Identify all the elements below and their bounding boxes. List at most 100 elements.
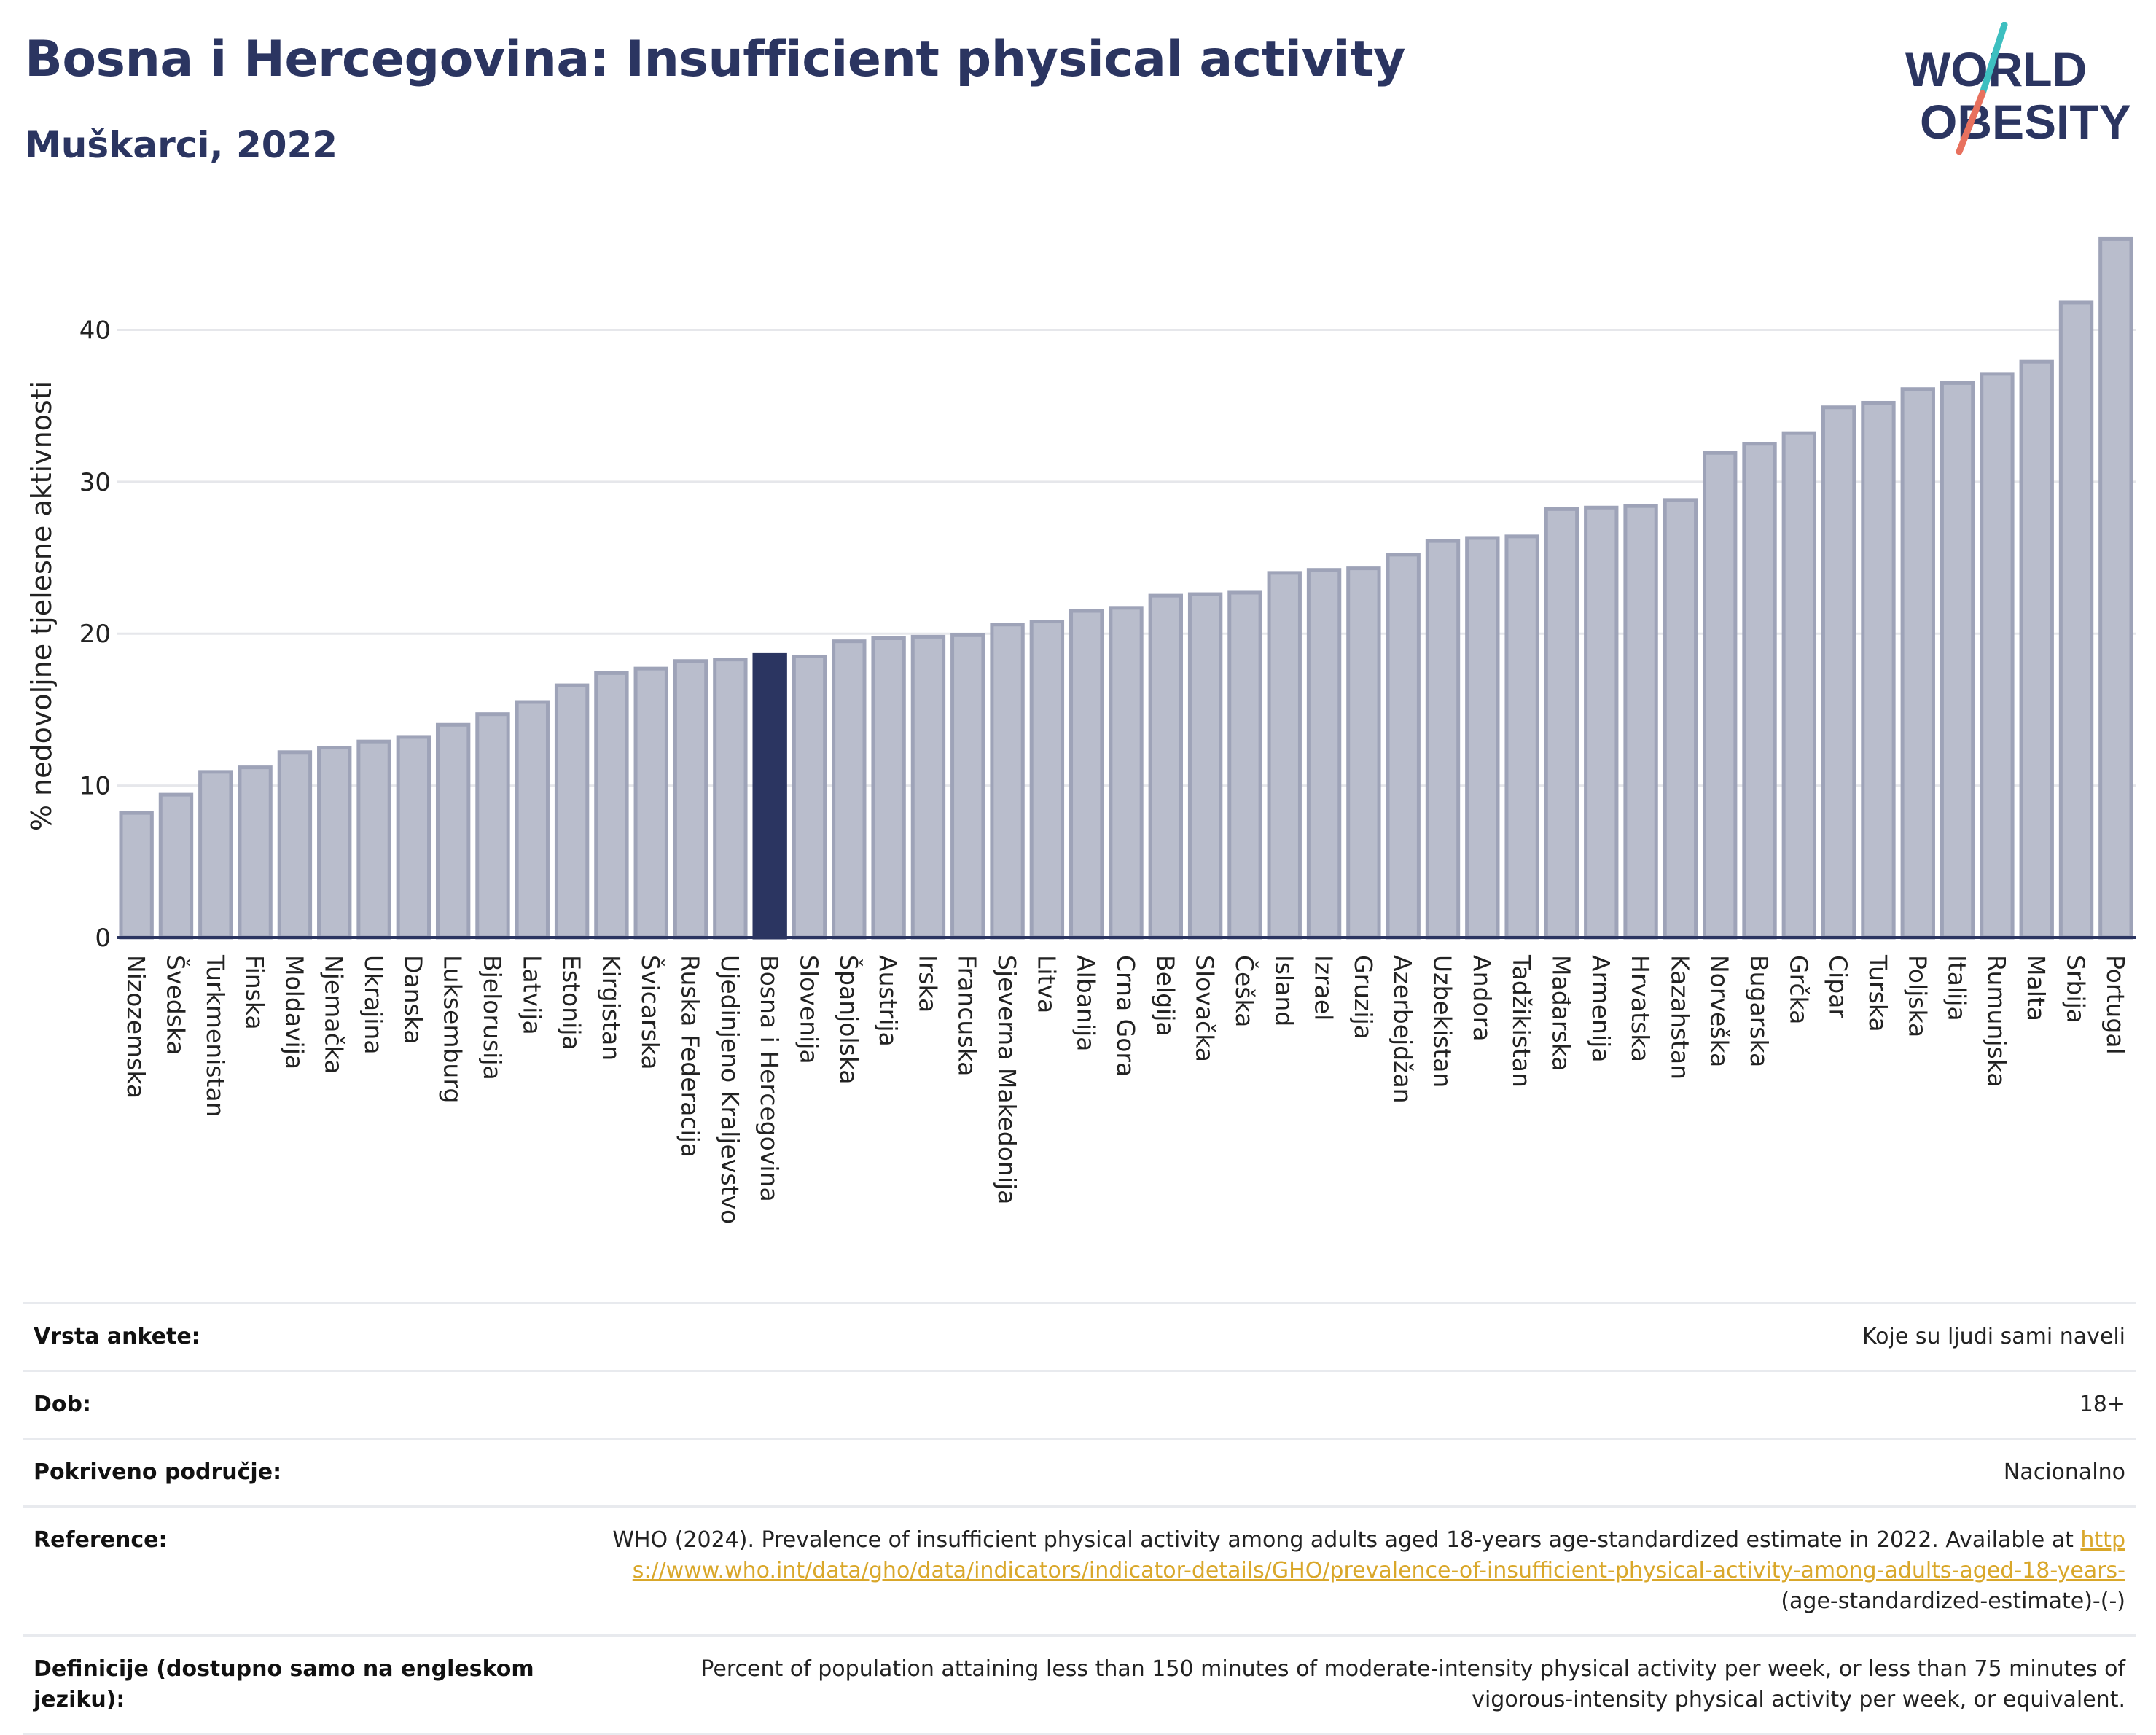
x-tick-label: Irska <box>913 955 942 1013</box>
bar-albanija <box>1069 609 1104 940</box>
chart-subtitle: Muškarci, 2022 <box>25 124 338 166</box>
bar-češka <box>1227 590 1262 940</box>
reference-text: WHO (2024). Prevalence of insufficient p… <box>612 1527 2074 1553</box>
y-axis-ticks: 0 10 20 30 40 <box>79 316 111 953</box>
bar-malta <box>2019 359 2054 940</box>
bar-austrija <box>871 636 906 940</box>
bar-rumunjska <box>1980 372 2015 940</box>
bar-švicarska <box>633 666 668 940</box>
x-tick-label: Malta <box>2022 955 2050 1021</box>
bar-sjeverna-makedonija <box>990 623 1025 940</box>
y-axis-label: % nedovoljne tjelesne aktivnosti <box>26 381 58 831</box>
x-tick-label: Crna Gora <box>1112 955 1140 1077</box>
bar-cipar <box>1821 405 1856 940</box>
bar-danska <box>396 735 431 940</box>
x-tick-label: Kirgistan <box>597 955 625 1061</box>
x-tick-label: Grčka <box>1784 955 1813 1024</box>
x-tick-label: Sjeverna Makedonija <box>993 955 1021 1204</box>
world-obesity-logo: WORLD OBESITY <box>1905 22 2131 155</box>
bar-bugarska <box>1742 442 1777 940</box>
x-tick-label: Luksemburg <box>439 955 467 1103</box>
bar-slovenija <box>792 654 827 940</box>
x-tick-label: Estonija <box>558 955 586 1050</box>
info-label: Definicije (dostupno samo na engleskom j… <box>34 1656 534 1712</box>
y-tick-label: 10 <box>79 772 111 801</box>
bar-turkmenistan <box>198 770 233 940</box>
x-tick-label: Armenija <box>1587 955 1615 1063</box>
bar-crna-gora <box>1109 606 1144 940</box>
x-tick-label: Slovačka <box>1191 955 1219 1062</box>
x-tick-label: Ujedinjeno Kraljevstvo <box>716 955 744 1224</box>
bar-estonija <box>554 683 590 940</box>
bar-srbija <box>2058 300 2094 940</box>
reference-value: WHO (2024). Prevalence of insufficient p… <box>595 1525 2125 1617</box>
bar-španjolska <box>832 639 867 940</box>
x-tick-label: Švicarska <box>636 955 665 1070</box>
info-row-reference: Reference: WHO (2024). Prevalence of ins… <box>23 1505 2136 1634</box>
x-tick-label: Island <box>1270 955 1298 1026</box>
x-tick-label: Azerbejdžan <box>1388 955 1417 1104</box>
bar-irska <box>910 634 946 940</box>
info-label: Pokriveno područje: <box>34 1459 282 1485</box>
x-tick-label: Bjelorusija <box>478 955 507 1080</box>
bar-izrael <box>1306 568 1342 940</box>
x-tick-label: Njemačka <box>320 955 348 1074</box>
info-label: Dob: <box>34 1392 91 1417</box>
x-tick-label: Finska <box>241 955 269 1030</box>
bar-kazahstan <box>1663 498 1698 940</box>
y-tick-label: 0 <box>95 924 111 953</box>
x-tick-label: Češka <box>1230 955 1259 1027</box>
bar-italija <box>1940 381 1975 940</box>
x-tick-label: Bosna i Hercegovina <box>755 955 784 1202</box>
x-tick-label: Andora <box>1468 955 1496 1041</box>
chart-title: Bosna i Hercegovina: Insufficient physic… <box>25 31 1405 88</box>
reference-link[interactable]: https://www.who.int/data/gho/data/indica… <box>632 1527 2125 1583</box>
x-tick-label: Španjolska <box>835 955 864 1085</box>
bar-mađarska <box>1544 507 1579 940</box>
bar-bosna-i-hercegovina <box>752 652 787 940</box>
x-tick-label: Kazahstan <box>1665 955 1694 1080</box>
bar-kirgistan <box>594 671 629 940</box>
x-tick-label: Belgija <box>1151 955 1179 1037</box>
bar-azerbejdžan <box>1386 553 1421 940</box>
x-tick-label: Francuska <box>953 955 982 1076</box>
bar-ukrajina <box>356 739 391 940</box>
bar-nizozemska <box>119 811 154 940</box>
x-tick-label: Gruzija <box>1349 955 1378 1040</box>
bar-finska <box>238 765 273 940</box>
bar-bjelorusija <box>475 712 510 940</box>
x-tick-label: Ruska Federacija <box>676 955 705 1158</box>
x-tick-label: Rumunjska <box>1983 955 2011 1087</box>
bar-poljska <box>1900 387 1935 940</box>
x-tick-label: Slovenija <box>794 955 823 1064</box>
bar-turska <box>1861 400 1896 940</box>
x-tick-label: Litva <box>1032 955 1061 1013</box>
x-tick-label: Mađarska <box>1547 955 1575 1071</box>
x-tick-label: Austrija <box>874 955 902 1047</box>
x-tick-label: Moldavija <box>280 955 308 1069</box>
y-tick-label: 30 <box>79 468 111 497</box>
bar-norveška <box>1703 451 1738 940</box>
bar-portugal <box>2098 236 2133 940</box>
x-tick-label: Hrvatska <box>1626 955 1655 1062</box>
x-tick-label: Turska <box>1864 954 1892 1032</box>
x-tick-label: Danska <box>399 955 427 1045</box>
bar-ruska-federacija <box>673 659 708 940</box>
x-tick-label: Italija <box>1943 955 1972 1021</box>
bar-island <box>1267 571 1302 940</box>
x-tick-label: Nizozemska <box>122 955 150 1099</box>
bar-grčka <box>1781 431 1817 940</box>
x-tick-label: Latvija <box>517 955 546 1035</box>
x-tick-label: Izrael <box>1310 955 1338 1021</box>
bar-tadžikistan <box>1504 534 1539 940</box>
x-tick-label: Albanija <box>1072 955 1101 1051</box>
x-tick-label: Bugarska <box>1745 955 1773 1067</box>
y-tick-label: 40 <box>79 316 111 345</box>
x-tick-label: Portugal <box>2101 955 2130 1055</box>
info-value: 18+ <box>2079 1392 2125 1417</box>
info-label: Vrsta ankete: <box>34 1324 200 1349</box>
x-tick-label: Švedska <box>161 955 190 1056</box>
bar-uzbekistan <box>1425 539 1461 940</box>
bar-švedska <box>158 792 194 940</box>
info-row-age: Dob: 18+ <box>23 1370 2136 1438</box>
